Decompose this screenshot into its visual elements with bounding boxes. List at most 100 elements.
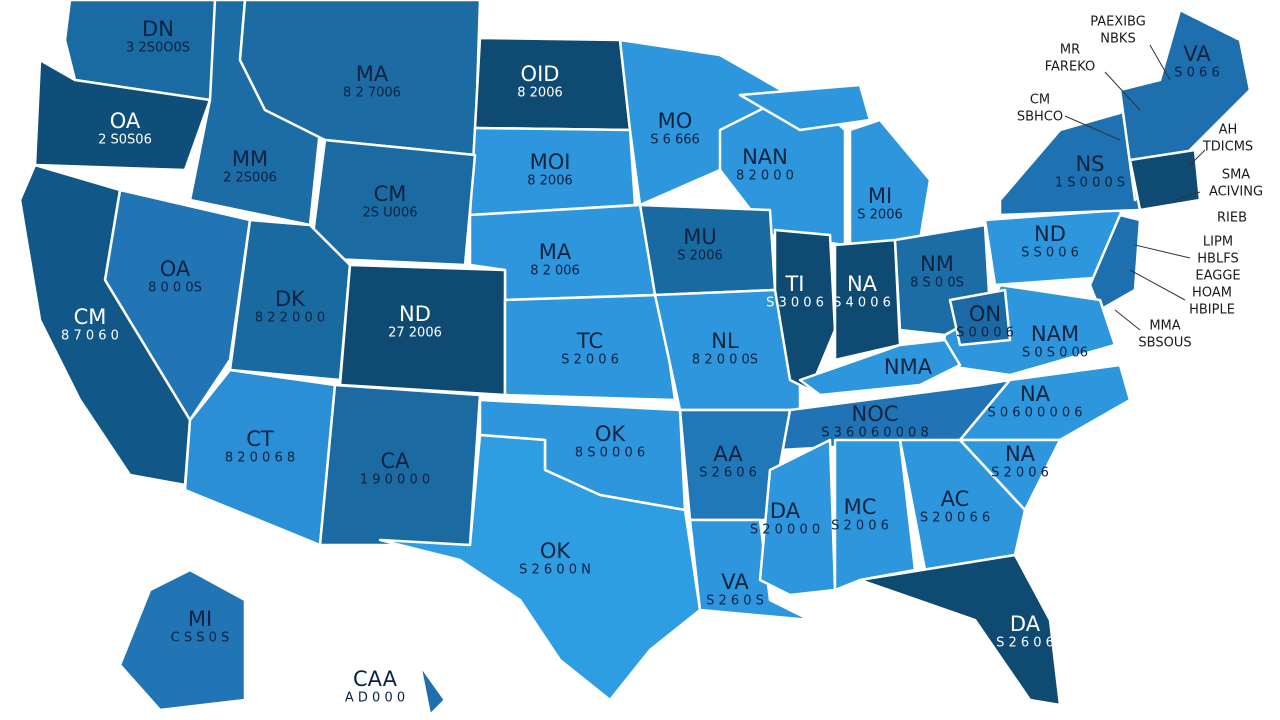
region-label: MI [188, 607, 212, 631]
region-value: 8 0 0 0S [148, 281, 202, 296]
state [998, 108, 1142, 217]
state [898, 438, 1027, 572]
callout-text: SBSOUS [1138, 336, 1191, 351]
region-label: CM [374, 182, 407, 206]
state [653, 288, 802, 412]
region-label: MC [844, 495, 877, 519]
state [773, 228, 837, 392]
state-shapes [18, 0, 1252, 717]
region-label: OK [595, 422, 627, 446]
region-value: 8 2 0 0 0S [692, 353, 758, 368]
region-label: TC [576, 329, 603, 353]
callout-text: LIPM [1203, 235, 1233, 250]
state [858, 553, 1062, 707]
region-value: 1 9 0 0 0 0 [360, 473, 430, 488]
state [958, 438, 1062, 512]
region-value: S 2 0 0 6 6 [920, 511, 990, 526]
region-label: DK [275, 287, 306, 311]
callout-text: RIEB [1217, 211, 1247, 226]
region-label: CM [74, 305, 107, 329]
callout-text: FAREKO [1045, 60, 1095, 75]
region-value: 2 2S006 [223, 171, 277, 186]
callout-text: SMA [1222, 168, 1250, 183]
region-label: NA [1005, 442, 1036, 466]
region-value: 2 S0S06 [98, 133, 152, 148]
region-label: DA [770, 499, 801, 523]
callout-text: EAGGE [1195, 269, 1240, 284]
region-value: 8 S 0 0S [910, 276, 964, 291]
region-label: DA [1010, 612, 1041, 636]
region-value: 8 S 0 0 0 6 [575, 446, 645, 461]
region-label: AC [941, 487, 970, 511]
region-label: MA [356, 62, 389, 86]
leader [1149, 44, 1171, 81]
callout-text: SBHCO [1017, 110, 1063, 125]
region-value: S 2 6 0 0 N [519, 563, 591, 578]
leader [1129, 269, 1186, 301]
region-label: NOC [852, 402, 899, 426]
region-value: S 3 0 0 6 [766, 296, 824, 311]
region-value: 8 2 0 0 6 8 [225, 451, 295, 466]
leader [1174, 191, 1201, 201]
state [1088, 213, 1142, 312]
region-value: 3 2S0O0S [126, 41, 190, 56]
region-value: S 2 0 0 0 0 [750, 523, 820, 538]
region-label: MM [232, 147, 268, 171]
region-label: OID [521, 62, 560, 86]
state [33, 58, 212, 172]
region-value: 8 7 0 6 0 [61, 329, 119, 344]
region-value: S 6 666 [650, 133, 700, 148]
region-label: MOI [530, 150, 571, 174]
callout-text: HBLFS [1197, 252, 1238, 267]
callout-text: MR [1060, 43, 1080, 58]
region-label: NMA [884, 355, 933, 379]
region-value: 27 2006 [388, 326, 442, 341]
region-value: A D 0 0 0 [345, 691, 405, 706]
callout-text: HOAM [1192, 286, 1232, 301]
region-label: NAM [1031, 322, 1079, 346]
leader [1114, 309, 1141, 331]
state [758, 438, 837, 597]
callout-text: ACIVING [1209, 185, 1263, 200]
region-label: VA [721, 570, 749, 594]
leader [1104, 71, 1141, 111]
region-label: MI [868, 184, 892, 208]
region-value: S 2006 [677, 249, 722, 264]
state [118, 568, 247, 712]
region-label: NA [847, 272, 878, 296]
callout-text: HBIPLE [1189, 303, 1235, 318]
region-value: S 2 6 0 6 [699, 466, 757, 481]
region-value: 8 2 0 0 0 [736, 169, 794, 184]
region-label: CAA [353, 667, 398, 691]
state [738, 83, 872, 132]
region-label: TI [784, 272, 804, 296]
region-label: VA [1183, 42, 1211, 66]
callout-text: MMA [1149, 319, 1180, 334]
state [503, 293, 677, 402]
region-label: MA [539, 240, 572, 264]
region-value: S 2 0 0 6 [991, 466, 1049, 481]
region-label: NAN [742, 145, 788, 169]
region-label: ND [399, 302, 431, 326]
region-label: ON [969, 302, 1001, 326]
region-label: NL [711, 329, 739, 353]
region-value: S 4 0 0 6 [833, 296, 891, 311]
region-label: NS [1075, 152, 1104, 176]
region-value: 8 2 2 0 0 0 [255, 311, 325, 326]
region-label: OA [160, 257, 191, 281]
state [378, 433, 702, 702]
region-value: S 2 0 0 6 [561, 353, 619, 368]
callout-text: TDICMS [1202, 140, 1253, 155]
state [18, 163, 192, 487]
region-value: S 2 6 0 6 [996, 636, 1054, 651]
state [1128, 148, 1202, 212]
region-value: 8 2006 [527, 174, 573, 189]
region-value: 8 2006 [517, 86, 563, 101]
region-value: 1 S 0 0 0 S [1055, 176, 1125, 191]
state [308, 138, 477, 267]
callout-text: NBKS [1100, 32, 1135, 47]
region-label: NM [920, 252, 954, 276]
callout-leaders [1064, 44, 1206, 331]
